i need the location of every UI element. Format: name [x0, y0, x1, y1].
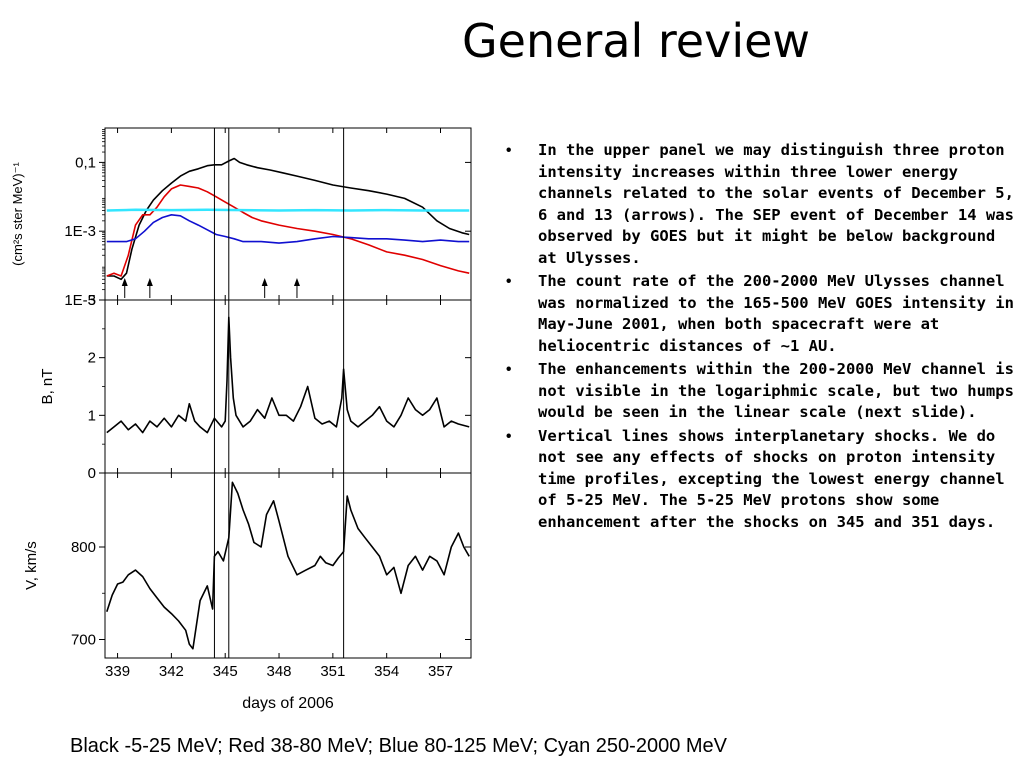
x-tick-label: 339	[105, 663, 130, 680]
x-tick-label: 348	[267, 663, 292, 680]
series-line	[106, 481, 470, 650]
series-line	[106, 316, 470, 434]
bullet-dot: •	[506, 273, 512, 290]
y-tick-label: 2	[88, 350, 96, 367]
series-line	[106, 184, 470, 277]
y-tick-label: 0	[88, 465, 96, 482]
x-tick-label: 342	[159, 663, 184, 680]
bullet-text: In the upper panel we may distinguish th…	[538, 141, 1014, 267]
y-tick-label: 0,1	[75, 154, 96, 171]
event-arrow-head	[121, 278, 128, 286]
bullet-item: • The count rate of the 200-2000 MeV Ulys…	[500, 271, 1016, 357]
x-axis-label: days of 2006	[242, 695, 334, 712]
y-tick-label: 700	[71, 632, 96, 649]
bullet-item: • The enhancements within the 200-2000 Me…	[500, 359, 1016, 424]
event-arrow-head	[146, 278, 153, 286]
y-tick-label: 800	[71, 539, 96, 556]
event-arrow-head	[261, 278, 268, 286]
event-arrow-head	[293, 278, 300, 286]
x-tick-label: 351	[320, 663, 345, 680]
series-line	[106, 214, 470, 244]
y-tick-label: 1E-5	[64, 292, 96, 309]
x-tick-label: 357	[428, 663, 453, 680]
bullet-text: The count rate of the 200-2000 MeV Ulyss…	[538, 272, 1014, 355]
bullet-dot: •	[506, 142, 512, 159]
bullet-text: Vertical lines shows interplanetary shoc…	[538, 426, 1005, 531]
slide-title: General review	[462, 14, 811, 68]
bullet-item: • In the upper panel we may distinguish t…	[500, 140, 1016, 269]
legend-caption: Black -5-25 MeV; Red 38-80 MeV; Blue 80-…	[70, 735, 728, 757]
bullet-list: • In the upper panel we may distinguish t…	[500, 140, 1016, 535]
bullet-text: The enhancements within the 200-2000 MeV…	[538, 360, 1014, 421]
y-axis-label: B, nT	[39, 369, 56, 405]
y-tick-label: 1E-3	[64, 223, 96, 240]
x-tick-label: 345	[213, 663, 238, 680]
series-line	[106, 208, 470, 212]
y-axis-label: (cm²s ster MeV)⁻¹	[10, 162, 25, 266]
y-tick-label: 3	[88, 292, 96, 309]
panel-frame	[104, 472, 472, 659]
panel-frame	[104, 127, 472, 301]
bullet-dot: •	[506, 427, 512, 445]
panel-frame	[104, 299, 472, 474]
y-axis-label: V, km/s	[23, 541, 40, 590]
y-tick-label: 1	[88, 407, 96, 424]
bullet-dot: •	[506, 361, 512, 378]
x-tick-label: 354	[374, 663, 399, 680]
bullet-item: • Vertical lines shows interplanetary sho…	[500, 426, 1016, 534]
